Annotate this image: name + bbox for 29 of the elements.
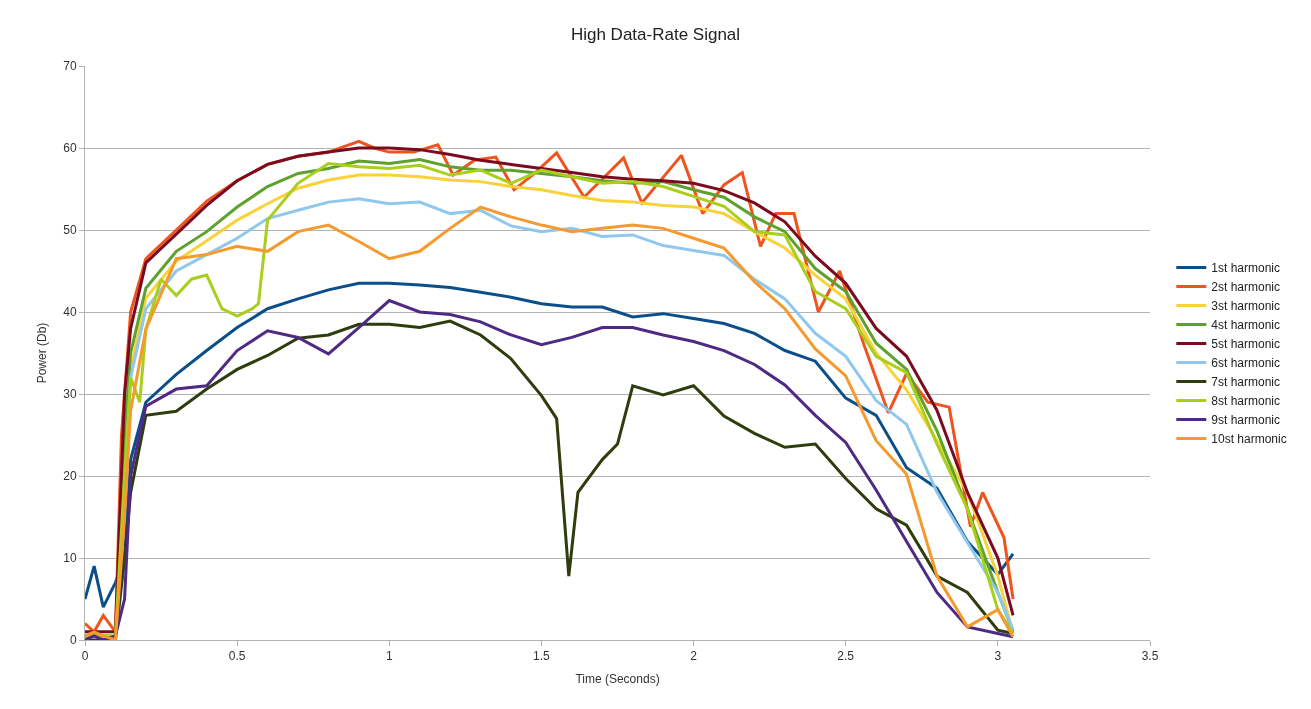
legend-label: 1st harmonic xyxy=(1211,261,1280,276)
x-tick-label: 1.5 xyxy=(533,649,551,664)
y-tick-label: 40 xyxy=(63,305,77,320)
x-tick-label: 0 xyxy=(81,649,89,664)
x-tick-label: 3 xyxy=(994,649,1002,664)
legend-label: 3st harmonic xyxy=(1211,299,1280,314)
y-tick-label: 70 xyxy=(63,59,77,74)
x-tick-label: 1 xyxy=(385,649,393,664)
x-tick-label: 3.5 xyxy=(1141,649,1159,664)
legend-label: 2st harmonic xyxy=(1211,280,1280,295)
x-tick-label: 2 xyxy=(690,649,698,664)
legend-label: 8st harmonic xyxy=(1211,394,1280,409)
legend-label: 6st harmonic xyxy=(1211,356,1280,371)
legend-label: 9st harmonic xyxy=(1211,413,1280,428)
x-tick-label: 2.5 xyxy=(837,649,855,664)
legend-label: 5st harmonic xyxy=(1211,337,1280,352)
y-tick-label: 10 xyxy=(63,551,77,566)
chart-title: High Data-Rate Signal xyxy=(570,25,741,45)
y-tick-label: 20 xyxy=(63,469,77,484)
x-tick-label: 0.5 xyxy=(228,649,246,664)
y-tick-label: 60 xyxy=(63,141,77,156)
y-tick-label: 30 xyxy=(63,387,77,402)
y-tick-label: 50 xyxy=(63,223,77,238)
y-axis-title: Power (Db) xyxy=(34,322,49,384)
legend-label: 7st harmonic xyxy=(1211,375,1280,390)
legend-label: 4st harmonic xyxy=(1211,318,1280,333)
legend-label: 10st harmonic xyxy=(1211,432,1287,447)
x-axis-title: Time (Seconds) xyxy=(575,672,660,687)
y-tick-label: 0 xyxy=(69,633,77,648)
